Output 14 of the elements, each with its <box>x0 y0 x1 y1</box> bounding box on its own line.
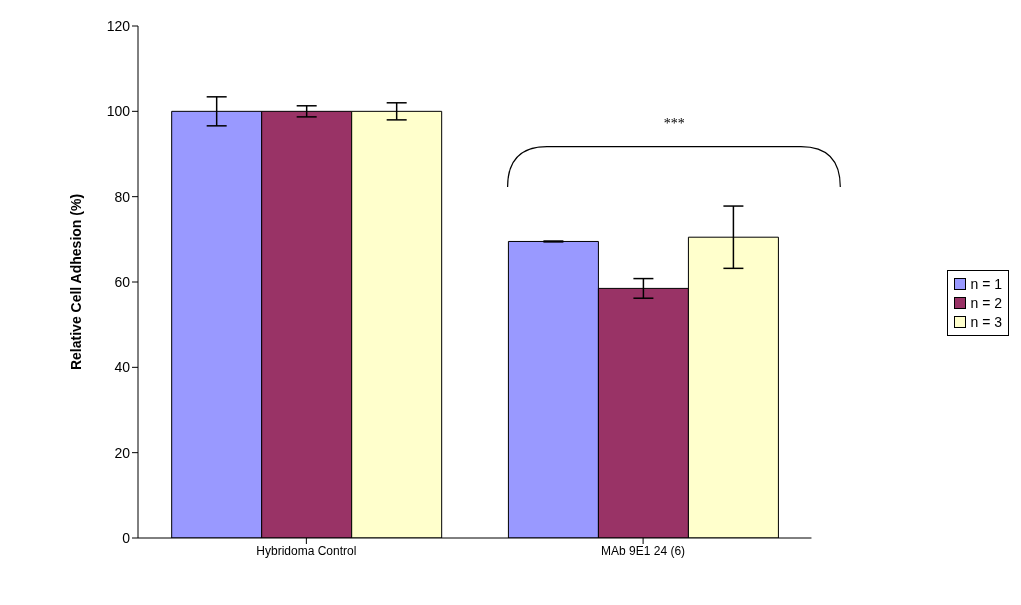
legend-label: n = 1 <box>970 276 1002 292</box>
y-tick-label: 100 <box>106 103 131 120</box>
y-tick-label: 60 <box>114 273 131 290</box>
legend-label: n = 2 <box>970 295 1002 311</box>
y-tick-label: 40 <box>114 359 131 376</box>
y-tick-label: 120 <box>106 17 131 34</box>
x-tick-label: Hybridoma Control <box>256 543 357 558</box>
y-tick-label: 80 <box>114 188 131 205</box>
legend-label: n = 3 <box>970 314 1002 330</box>
y-tick-label: 0 <box>122 529 131 546</box>
annotation: *** <box>662 116 686 133</box>
x-tick-label: MAb 9E1 24 (6) <box>601 543 686 558</box>
y-tick-label: 20 <box>114 444 131 461</box>
y-axis-title: Relative Cell Adhesion (%) <box>67 193 84 371</box>
